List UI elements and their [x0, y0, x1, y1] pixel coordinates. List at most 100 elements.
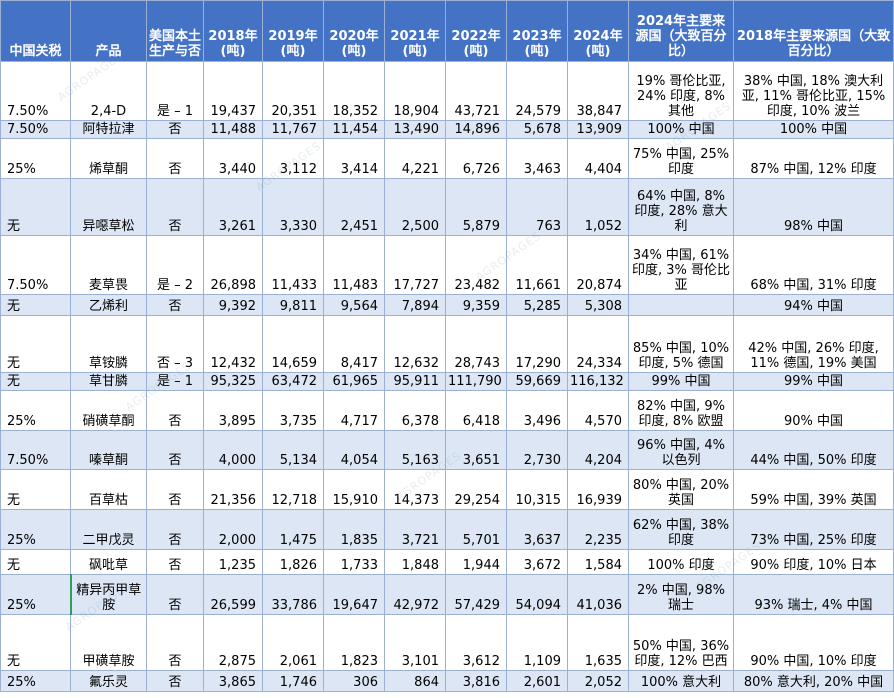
cell-domestic: 否 [146, 120, 204, 139]
cell-source-2018: 59% 中国, 39% 英国 [733, 469, 894, 510]
cell-2024: 2,052 [567, 670, 629, 692]
cell-tariff: 7.50% [0, 120, 71, 139]
cell-source-2018: 94% 中国 [733, 294, 894, 316]
table-row: 25% 精异丙甲草胺否 26,599 33,786 19,647 42,972 57,429… [0, 574, 894, 615]
cell-2024: 4,204 [567, 430, 629, 470]
cell-2024: 41,036 [567, 574, 629, 615]
table-row: 25% 氟乐灵否 3,865 1,746 306 864 3,816 2,601 2,052 10… [0, 670, 894, 692]
cell-2018: 1,235 [203, 549, 263, 575]
cell-2023: 2,730 [506, 430, 568, 470]
cell-2021: 18,904 [384, 61, 446, 121]
cell-2018: 3,865 [203, 670, 263, 692]
cell-2019: 3,330 [262, 178, 324, 236]
cell-2021: 12,632 [384, 315, 446, 373]
cell-2023: 10,315 [506, 469, 568, 510]
cell-2018: 2,000 [203, 509, 263, 550]
cell-2021: 17,727 [384, 235, 446, 295]
cell-product: 草甘膦 [70, 372, 147, 391]
cell-source-2018: 68% 中国, 31% 印度 [733, 235, 894, 295]
cell-source-2024: 82% 中国, 9% 印度, 8% 欧盟 [628, 390, 734, 431]
cell-source-2018: 73% 中国, 25% 印度 [733, 509, 894, 550]
cell-tariff: 25% [0, 138, 71, 179]
header-source-2024: 2024年主要来源国（大致百分比） [628, 0, 734, 62]
cell-2020: 19,647 [323, 574, 385, 615]
cell-2024: 2,235 [567, 509, 629, 550]
cell-source-2024: 100% 意大利 [628, 670, 734, 692]
cell-2019: 11,767 [262, 120, 324, 139]
cell-source-2018: 90% 中国 [733, 390, 894, 431]
cell-source-2018: 93% 瑞士, 4% 中国 [733, 574, 894, 615]
table-row: 25% 硝磺草酮否 3,895 3,735 4,717 6,378 6,418 3,496 4,… [0, 390, 894, 431]
cell-product: 草铵膦 [70, 315, 147, 373]
cell-2021: 42,972 [384, 574, 446, 615]
cell-2018: 26,898 [203, 235, 263, 295]
cell-tariff: 无 [0, 294, 71, 316]
table-row: 7.50% 2,4-D 是 – 1 19,437 20,351 18,352 18,904 4… [0, 61, 894, 121]
cell-2022: 6,726 [445, 138, 507, 179]
cell-2022: 3,816 [445, 670, 507, 692]
header-2019: 2019年(吨) [262, 0, 324, 62]
cell-tariff: 无 [0, 372, 71, 391]
cell-domestic: 否 [146, 509, 204, 550]
header-2018: 2018年(吨) [203, 0, 263, 62]
cell-2024: 5,308 [567, 294, 629, 316]
cell-source-2024: 34% 中国, 61% 印度, 3% 哥伦比亚 [628, 235, 734, 295]
cell-2020: 11,454 [323, 120, 385, 139]
cell-tariff: 7.50% [0, 235, 71, 295]
cell-tariff: 25% [0, 574, 71, 615]
cell-2020: 4,054 [323, 430, 385, 470]
cell-2018: 2,875 [203, 614, 263, 671]
cell-2024: 1,635 [567, 614, 629, 671]
cell-product: 乙烯利 [70, 294, 147, 316]
cell-tariff: 无 [0, 549, 71, 575]
cell-2019: 2,061 [262, 614, 324, 671]
cell-domestic: 否 [146, 670, 204, 692]
cell-2018: 26,599 [203, 574, 263, 615]
cell-2022: 6,418 [445, 390, 507, 431]
cell-2018: 12,432 [203, 315, 263, 373]
cell-2022: 28,743 [445, 315, 507, 373]
cell-2022: 5,701 [445, 509, 507, 550]
cell-source-2024: 2% 中国, 98% 瑞士 [628, 574, 734, 615]
table-row: 无异噁草松否 3,261 3,330 2,451 2,500 5,879 763 1,052 6… [0, 178, 894, 236]
table-row: 7.50% 麦草畏是 – 2 26,898 11,433 11,483 17,727 23,… [0, 235, 894, 295]
cell-2019: 1,475 [262, 509, 324, 550]
cell-2023: 24,579 [506, 61, 568, 121]
cell-2022: 14,896 [445, 120, 507, 139]
table-row: 无草铵膦否 – 3 12,432 14,659 8,417 12,632 28,743 17… [0, 315, 894, 373]
cell-2020: 2,451 [323, 178, 385, 236]
cell-domestic: 是 – 1 [146, 61, 204, 121]
table-row: 无甲磺草胺否 2,875 2,061 1,823 3,101 3,612 1,109 1,63… [0, 614, 894, 671]
table-row: 25% 二甲戊灵否 2,000 1,475 1,835 3,721 5,701 3,637 2,… [0, 509, 894, 550]
cell-tariff: 无 [0, 469, 71, 510]
cell-2020: 11,483 [323, 235, 385, 295]
cell-2018: 21,356 [203, 469, 263, 510]
cell-2024: 16,939 [567, 469, 629, 510]
header-2022: 2022年(吨) [445, 0, 507, 62]
cell-product: 2,4-D [70, 61, 147, 121]
cell-2021: 3,101 [384, 614, 446, 671]
cell-source-2018: 80% 意大利, 20% 中国 [733, 670, 894, 692]
cell-2021: 14,373 [384, 469, 446, 510]
cell-domestic: 是 – 1 [146, 372, 204, 391]
cell-2023: 5,678 [506, 120, 568, 139]
cell-2024: 13,909 [567, 120, 629, 139]
cell-2019: 1,746 [262, 670, 324, 692]
table-row: 无百草枯否 21,356 12,718 15,910 14,373 29,254 10,31… [0, 469, 894, 510]
cell-2021: 5,163 [384, 430, 446, 470]
cell-2021: 1,848 [384, 549, 446, 575]
cell-2023: 3,637 [506, 509, 568, 550]
cell-2021: 7,894 [384, 294, 446, 316]
table-body: 7.50% 2,4-D 是 – 1 19,437 20,351 18,352 18,904 4… [0, 61, 894, 692]
cell-product: 阿特拉津 [70, 120, 147, 139]
cell-2024: 116,132 [567, 372, 629, 391]
cell-product: 砜吡草 [70, 549, 147, 575]
cell-2020: 61,965 [323, 372, 385, 391]
cell-product: 硝磺草酮 [70, 390, 147, 431]
cell-2021: 864 [384, 670, 446, 692]
cell-2024: 38,847 [567, 61, 629, 121]
cell-source-2024: 80% 中国, 20% 英国 [628, 469, 734, 510]
cell-2020: 8,417 [323, 315, 385, 373]
cell-product: 烯草酮 [70, 138, 147, 179]
cell-2023: 11,661 [506, 235, 568, 295]
